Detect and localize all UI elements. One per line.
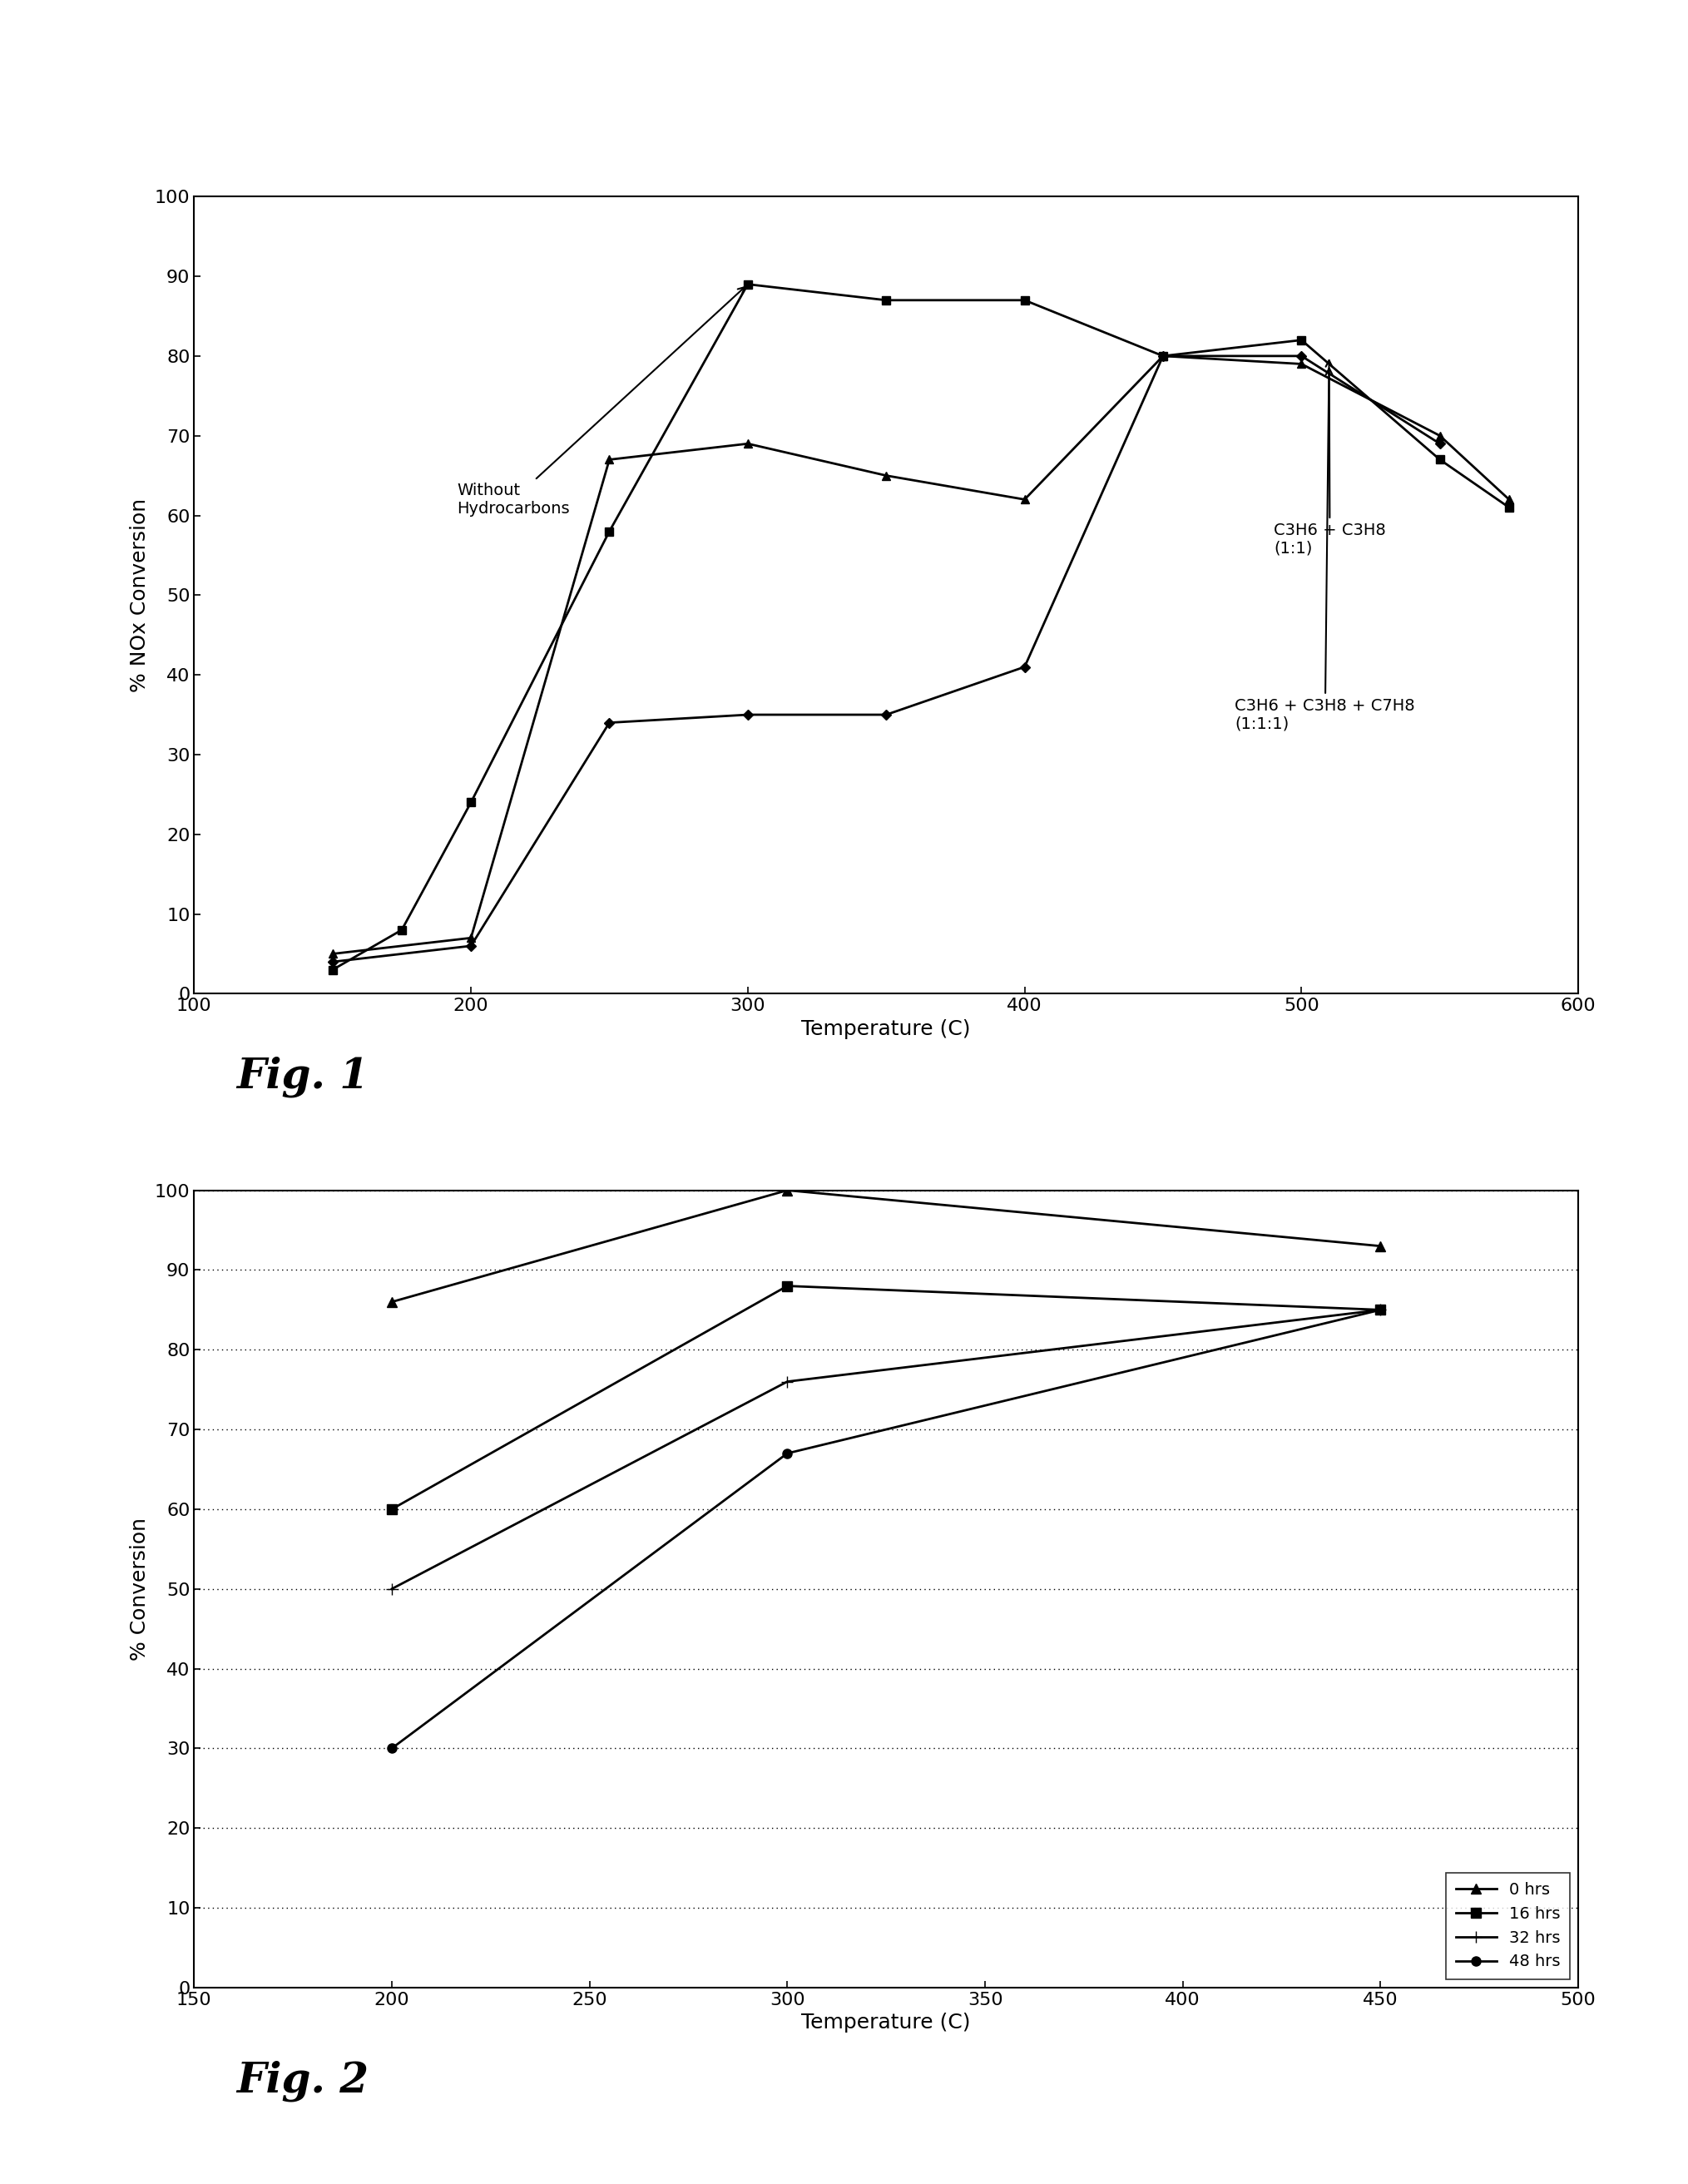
Text: C3H6 + C3H8 + C7H8
(1:1:1): C3H6 + C3H8 + C7H8 (1:1:1) [1236,360,1415,732]
Y-axis label: % Conversion: % Conversion [130,1518,150,1660]
Legend: 0 hrs, 16 hrs, 32 hrs, 48 hrs: 0 hrs, 16 hrs, 32 hrs, 48 hrs [1447,1872,1570,1979]
X-axis label: Temperature (C): Temperature (C) [802,1020,971,1040]
X-axis label: Temperature (C): Temperature (C) [802,2014,971,2033]
Text: Without
Hydrocarbons: Without Hydrocarbons [457,286,744,518]
Text: C3H6 + C3H8
(1:1): C3H6 + C3H8 (1:1) [1274,369,1386,557]
Text: Fig. 1: Fig. 1 [236,1057,368,1096]
Y-axis label: % NOx Conversion: % NOx Conversion [130,498,150,692]
Text: Fig. 2: Fig. 2 [236,2062,368,2101]
